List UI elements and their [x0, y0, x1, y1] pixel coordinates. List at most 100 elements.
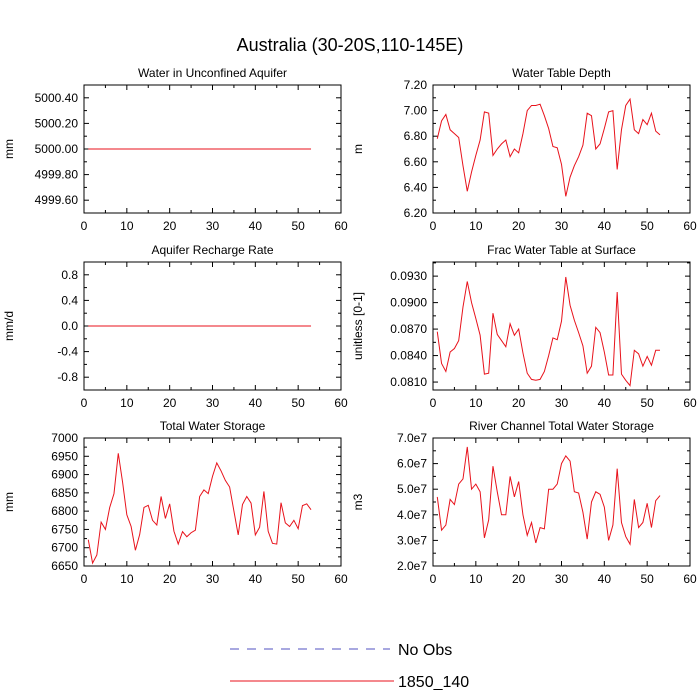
panel-total-water-storage: Total Water Storage mm 0 10 20 30 40 50 60 6650 67…	[2, 419, 348, 586]
plot-frame	[432, 84, 691, 214]
y-tick-label: 2.0e7	[397, 559, 427, 573]
x-tick-label: 20	[163, 572, 177, 586]
x-tick-label: 20	[512, 572, 526, 586]
x-tick-label: 10	[469, 396, 483, 410]
y-tick-label: -0.4	[57, 345, 78, 359]
y-tick-label: 6750	[51, 522, 78, 536]
x-tick-label: 60	[683, 396, 697, 410]
y-tick-label: 7.0e7	[397, 431, 427, 445]
x-tick-label: 10	[469, 572, 483, 586]
panel-title: River Channel Total Water Storage	[469, 419, 654, 433]
y-tick-label: 4999.60	[35, 193, 79, 207]
x-tick-label: 0	[81, 396, 88, 410]
legend-label-no-obs: No Obs	[398, 642, 452, 659]
series-line-1850-140	[436, 97, 661, 197]
panel-aquifer-recharge-rate: Aquifer Recharge Rate mm/d 0 10 20 30 40 50 60 -0…	[2, 243, 348, 410]
y-tick-label: 6700	[51, 541, 78, 555]
y-axis-label: unitless [0-1]	[351, 292, 365, 360]
y-tick-label: 3.0e7	[397, 533, 427, 547]
plot-frame	[432, 261, 691, 391]
x-tick-label: 20	[163, 219, 177, 233]
y-tick-label: 7.00	[404, 104, 428, 118]
y-tick-label: 6650	[51, 559, 78, 573]
y-tick-label: 0.0870	[390, 322, 427, 336]
y-tick-label: 5000.20	[35, 116, 79, 130]
x-tick-label: 60	[683, 219, 697, 233]
x-tick-label: 60	[334, 219, 348, 233]
legend-label-1850-140: 1850_140	[398, 674, 469, 691]
x-tick-label: 50	[291, 219, 305, 233]
y-axis-label: mm	[2, 139, 16, 159]
panel-title: Aquifer Recharge Rate	[151, 243, 273, 257]
y-tick-label: 0.0840	[390, 349, 427, 363]
x-tick-label: 30	[206, 396, 220, 410]
x-tick-label: 50	[291, 572, 305, 586]
x-tick-label: 0	[430, 396, 437, 410]
x-tick-label: 60	[334, 396, 348, 410]
x-tick-label: 50	[640, 572, 654, 586]
x-tick-label: 10	[120, 572, 134, 586]
y-tick-label: -0.8	[57, 370, 78, 384]
panel-title: Water Table Depth	[512, 66, 611, 80]
y-tick-label: 6.0e7	[397, 457, 427, 471]
x-tick-label: 40	[598, 572, 612, 586]
y-tick-label: 0.0	[61, 319, 78, 333]
y-axis-label: m3	[351, 493, 365, 510]
x-tick-label: 0	[81, 572, 88, 586]
x-tick-label: 40	[249, 396, 263, 410]
y-tick-label: 6950	[51, 449, 78, 463]
x-tick-label: 30	[555, 572, 569, 586]
y-tick-label: 7.20	[404, 78, 428, 92]
y-tick-label: 5000.00	[35, 142, 79, 156]
x-tick-label: 0	[430, 572, 437, 586]
y-axis-label: m	[351, 144, 365, 154]
y-tick-label: 6900	[51, 468, 78, 482]
panel-title: Total Water Storage	[160, 419, 266, 433]
y-axis-label: mm/d	[2, 311, 16, 341]
y-tick-label: 4999.80	[35, 168, 79, 182]
x-tick-label: 40	[249, 572, 263, 586]
x-tick-label: 0	[81, 219, 88, 233]
y-tick-label: 5000.40	[35, 91, 79, 105]
legend: No Obs 1850_140	[230, 642, 469, 691]
panel-water-table-depth: Water Table Depth m 0 10 20 30 40 50 60 6.20 6.40 6…	[351, 66, 697, 233]
panel-river-channel-total-water-storage: River Channel Total Water Storage m3 0 10 20…	[351, 419, 697, 586]
x-tick-label: 20	[512, 219, 526, 233]
panel-title: Water in Unconfined Aquifer	[138, 66, 287, 80]
y-tick-label: 6850	[51, 486, 78, 500]
y-tick-label: 6.40	[404, 180, 428, 194]
y-tick-label: 0.0810	[390, 375, 427, 389]
x-tick-label: 10	[469, 219, 483, 233]
x-tick-label: 50	[640, 219, 654, 233]
y-tick-label: 0.0900	[390, 296, 427, 310]
y-axis-label: mm	[2, 492, 16, 512]
x-tick-label: 30	[206, 572, 220, 586]
figure-title: Australia (30-20S,110-145E)	[237, 35, 464, 55]
chart-panels: Water in Unconfined Aquifer mm 0 10 20 30 40 50…	[2, 66, 697, 586]
series-line-1850-140	[87, 453, 312, 565]
x-tick-label: 10	[120, 396, 134, 410]
x-tick-label: 50	[291, 396, 305, 410]
y-tick-label: 0.4	[61, 293, 78, 307]
plot-frame	[83, 437, 342, 567]
series-line-1850-140	[436, 276, 661, 387]
x-tick-label: 0	[430, 219, 437, 233]
y-tick-label: 6.80	[404, 129, 428, 143]
x-tick-label: 10	[120, 219, 134, 233]
x-tick-label: 60	[683, 572, 697, 586]
panel-frac-water-table-at-surface: Frac Water Table at Surface unitless [0-1…	[351, 243, 697, 410]
x-tick-label: 20	[163, 396, 177, 410]
y-tick-label: 4.0e7	[397, 508, 427, 522]
y-tick-label: 5.0e7	[397, 482, 427, 496]
plot-frame	[432, 437, 691, 567]
y-tick-label: 0.8	[61, 268, 78, 282]
x-tick-label: 50	[640, 396, 654, 410]
x-tick-label: 60	[334, 572, 348, 586]
x-tick-label: 20	[512, 396, 526, 410]
x-tick-label: 40	[598, 396, 612, 410]
y-tick-label: 6.60	[404, 155, 428, 169]
x-tick-label: 30	[555, 219, 569, 233]
panel-water-in-unconfined-aquifer: Water in Unconfined Aquifer mm 0 10 20 30 40 50…	[2, 66, 348, 233]
x-tick-label: 30	[206, 219, 220, 233]
